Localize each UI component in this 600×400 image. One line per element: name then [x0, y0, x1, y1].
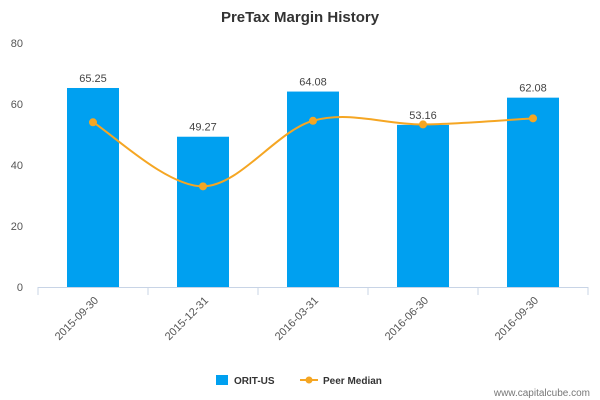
bar-data-labels: 65.25 49.27 64.08 53.16 62.08 — [79, 73, 547, 134]
bar-data-label: 65.25 — [79, 73, 107, 85]
x-tick-label: 2015-12-31 — [163, 295, 211, 343]
y-tick-label: 80 — [11, 38, 23, 50]
legend-label-peer-median: Peer Median — [323, 376, 382, 387]
x-tick-label: 2016-06-30 — [383, 295, 431, 343]
legend: ORIT-US Peer Median — [216, 375, 382, 387]
legend-swatch-orit-us — [216, 375, 228, 385]
peer-median-point-2016-03-31 — [309, 116, 317, 125]
watermark: www.capitalcube.com — [493, 388, 590, 399]
peer-median-point-2016-06-30 — [419, 120, 427, 129]
bar-data-label: 64.08 — [299, 77, 327, 89]
x-tick-label: 2015-09-30 — [53, 295, 101, 343]
line-series-peer-median — [89, 114, 537, 191]
bar-data-label: 53.16 — [409, 110, 437, 122]
bar-2015-09-30 — [67, 87, 119, 287]
bar-2016-06-30 — [397, 124, 449, 287]
peer-median-point-2015-09-30 — [89, 118, 97, 127]
y-axis: 0 20 40 60 80 — [11, 38, 23, 294]
y-tick-label: 40 — [11, 160, 23, 172]
y-tick-label: 0 — [17, 282, 23, 294]
peer-median-point-2016-09-30 — [529, 114, 537, 123]
bar-data-label: 62.08 — [519, 83, 547, 95]
bar-data-label: 49.27 — [189, 122, 217, 134]
legend-marker-peer-median — [305, 376, 313, 384]
y-tick-label: 20 — [11, 221, 23, 233]
chart-title: PreTax Margin History — [221, 9, 380, 26]
bar-2015-12-31 — [177, 136, 229, 287]
bar-series-orit-us — [67, 87, 559, 287]
y-tick-label: 60 — [11, 99, 23, 111]
x-tick-label: 2016-09-30 — [493, 295, 541, 343]
x-tick-label: 2016-03-31 — [273, 295, 321, 343]
bar-2016-09-30 — [507, 97, 559, 287]
legend-label-orit-us: ORIT-US — [234, 376, 275, 387]
peer-median-point-2015-12-31 — [199, 182, 207, 191]
x-axis: 2015-09-30 2015-12-31 2016-03-31 2016-06-30… — [37, 287, 589, 343]
